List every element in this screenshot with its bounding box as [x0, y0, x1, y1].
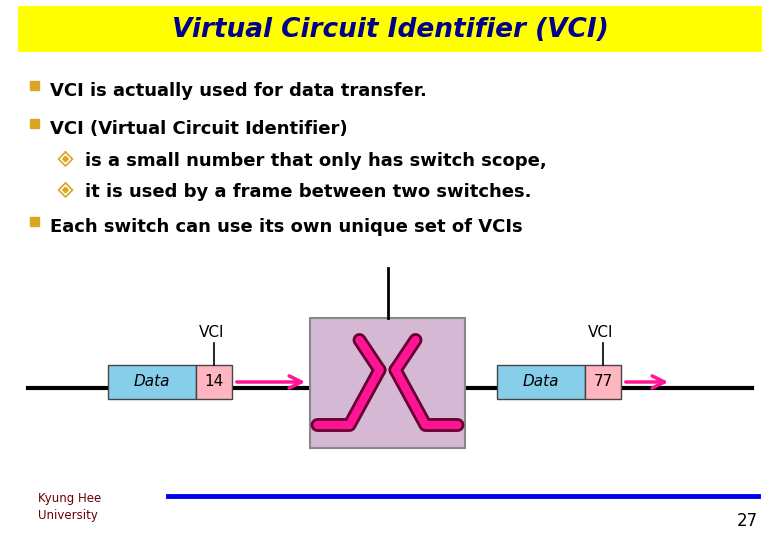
Polygon shape	[62, 187, 69, 193]
Bar	[497, 365, 585, 399]
Text: VCI is actually used for data transfer.: VCI is actually used for data transfer.	[50, 82, 427, 100]
Text: VCI: VCI	[588, 325, 614, 340]
Text: is a small number that only has switch scope,: is a small number that only has switch s…	[85, 152, 547, 170]
Text: Kyung Hee
University: Kyung Hee University	[38, 492, 101, 522]
Bar	[196, 365, 232, 399]
Text: Each switch can use its own unique set of VCIs: Each switch can use its own unique set o…	[50, 218, 523, 236]
Bar	[18, 6, 762, 52]
Bar	[30, 119, 39, 128]
Bar	[30, 81, 39, 90]
Text: 14: 14	[204, 375, 224, 389]
Text: 77: 77	[594, 375, 612, 389]
Text: VCI: VCI	[199, 325, 225, 340]
Bar	[30, 217, 39, 226]
Text: Virtual Circuit Identifier (VCI): Virtual Circuit Identifier (VCI)	[172, 17, 608, 43]
Bar	[310, 318, 465, 448]
Bar	[108, 365, 196, 399]
Text: it is used by a frame between two switches.: it is used by a frame between two switch…	[85, 183, 531, 201]
Text: 27: 27	[737, 512, 758, 530]
Text: Data: Data	[523, 375, 559, 389]
Bar	[585, 365, 621, 399]
Text: Data: Data	[133, 375, 170, 389]
Polygon shape	[62, 156, 69, 162]
Text: VCI (Virtual Circuit Identifier): VCI (Virtual Circuit Identifier)	[50, 120, 348, 138]
